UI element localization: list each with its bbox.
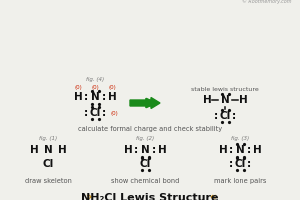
Text: :: : [102,92,106,102]
Text: fig. (3): fig. (3) [231,136,249,141]
Text: :: : [247,145,251,155]
Text: H: H [202,95,211,105]
Text: stable lewis structure: stable lewis structure [191,87,259,92]
Text: H: H [219,145,227,155]
Text: :: : [102,108,106,118]
Text: :: : [84,108,88,118]
Text: Cl: Cl [42,159,54,169]
Text: H: H [238,95,247,105]
Text: fig. (4): fig. (4) [86,77,104,82]
Text: H: H [58,145,66,155]
Text: N: N [91,92,99,102]
Text: fig. (2): fig. (2) [136,136,154,141]
FancyArrow shape [130,98,160,108]
Text: H: H [74,92,82,102]
Text: (0): (0) [74,85,82,90]
Text: :: : [232,111,236,121]
Text: H: H [108,92,116,102]
Text: show chemical bond: show chemical bond [111,178,179,184]
Text: © Rootmemory.com: © Rootmemory.com [242,0,291,4]
Text: Cl: Cl [234,159,246,169]
Text: (0): (0) [108,85,116,90]
Text: H: H [124,145,132,155]
Text: :: : [84,92,88,102]
Text: mark lone pairs: mark lone pairs [214,178,266,184]
Text: H: H [158,145,166,155]
Text: :: : [152,145,156,155]
Text: (0): (0) [110,110,118,116]
Text: »: » [85,192,91,200]
Text: fig. (1): fig. (1) [39,136,57,141]
Text: :: : [247,159,251,169]
Text: «: « [209,192,215,200]
Text: NH₂Cl Lewis Structure: NH₂Cl Lewis Structure [81,193,219,200]
Text: calculate formal charge and check stability: calculate formal charge and check stabil… [78,126,222,132]
Text: Cl: Cl [219,111,231,121]
Text: N: N [236,145,244,155]
Text: N: N [141,145,149,155]
Text: Cl: Cl [140,159,151,169]
Text: N: N [44,145,52,155]
Text: H: H [30,145,38,155]
Text: N: N [220,95,230,105]
Text: Cl: Cl [89,108,100,118]
Text: :: : [214,111,218,121]
Text: :: : [134,145,138,155]
Text: :: : [229,145,233,155]
Text: draw skeleton: draw skeleton [25,178,71,184]
Text: :: : [229,159,233,169]
Text: H: H [253,145,261,155]
Text: (0): (0) [91,85,99,90]
